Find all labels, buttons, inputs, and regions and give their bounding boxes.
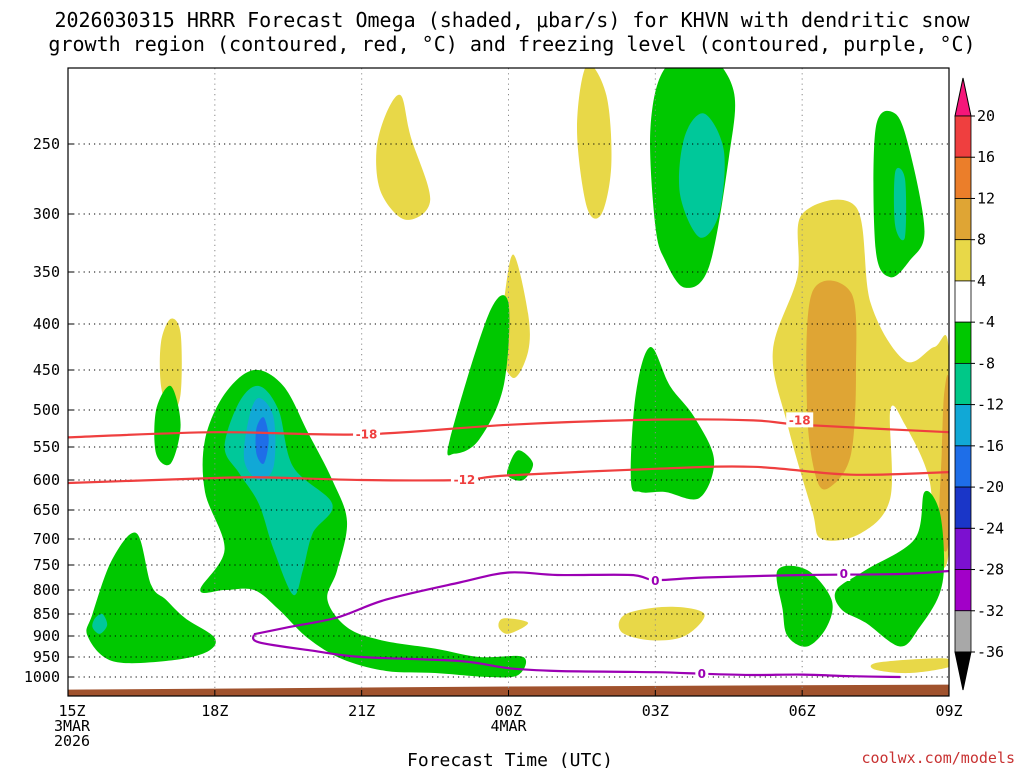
omega-region-very-strong-rising xyxy=(255,417,269,464)
x-tick-label: 18Z xyxy=(201,702,228,720)
y-tick-label: 450 xyxy=(33,361,60,379)
contour-label: -18 xyxy=(789,413,811,427)
colorbar-box xyxy=(954,321,972,364)
colorbar-label: -36 xyxy=(977,643,1004,661)
colorbar-box xyxy=(954,527,972,570)
contour-label: 0 xyxy=(698,667,706,681)
y-tick-label: 550 xyxy=(33,438,60,456)
chart-title: 2026030315 HRRR Forecast Omega (shaded, … xyxy=(0,8,1024,56)
title-line-2: growth region (contoured, red, °C) and f… xyxy=(48,32,976,56)
contour-line xyxy=(68,465,949,485)
omega-region-weak-rising xyxy=(86,532,216,664)
omega-region-weak-rising xyxy=(776,565,833,647)
colorbar: 20 16 12 8 4 -4 -8 -12 -16 -20 -24 -28 -32 -36 xyxy=(954,77,1004,691)
contour-label-bg xyxy=(786,412,814,428)
colorbar-label: -24 xyxy=(977,519,1004,537)
colorbar-box xyxy=(954,156,972,199)
omega-region-weak-rising xyxy=(154,385,181,466)
y-tick-label: 950 xyxy=(33,648,60,666)
x-axis-label: Forecast Time (UTC) xyxy=(407,750,613,768)
y-tick-label: 750 xyxy=(33,556,60,574)
colorbar-max-arrow xyxy=(954,77,972,117)
omega-region-weak-rising xyxy=(447,295,510,456)
colorbar-box xyxy=(954,610,972,653)
omega-region-weak-rising xyxy=(834,490,945,647)
colorbar-box xyxy=(954,280,972,323)
colorbar-label: -28 xyxy=(977,561,1004,579)
colorbar-label: -32 xyxy=(977,602,1004,620)
omega-region-moderate-sinking xyxy=(938,374,949,552)
contour-label: -18 xyxy=(356,427,378,441)
contour-label-bg xyxy=(837,566,851,581)
colorbar-label: 8 xyxy=(977,231,986,249)
contour-line xyxy=(253,569,949,636)
y-tick-label: 650 xyxy=(33,501,60,519)
colorbar-label: 12 xyxy=(977,189,995,207)
omega-region-weak-sinking xyxy=(618,606,705,641)
colorbar-box xyxy=(954,239,972,282)
contour-label: 0 xyxy=(651,574,659,588)
y-tick-label: 300 xyxy=(33,205,60,223)
contour-label-bg xyxy=(353,426,381,442)
colorbar-label: -8 xyxy=(977,354,995,372)
omega-region-weak-rising xyxy=(506,450,534,481)
y-tick-label: 350 xyxy=(33,263,60,281)
x-tick-label: 09Z xyxy=(935,702,962,720)
colorbar-label: -12 xyxy=(977,396,1004,414)
y-tick-label: 900 xyxy=(33,627,60,645)
contour-label-bg xyxy=(648,573,662,588)
contour-label-bg xyxy=(450,472,478,487)
colorbar-box xyxy=(954,404,972,447)
omega-region-moderate-sinking xyxy=(806,280,857,490)
colorbar-box xyxy=(954,115,972,158)
colorbar-box xyxy=(954,445,972,488)
y-tick-label: 1000 xyxy=(24,668,60,686)
omega-field xyxy=(68,68,949,696)
colorbar-box xyxy=(954,486,972,529)
colorbar-box xyxy=(954,569,972,612)
colorbar-box xyxy=(954,198,972,241)
colorbar-label: -20 xyxy=(977,478,1004,496)
contour-label: 0 xyxy=(840,567,848,581)
omega-region-weak-sinking xyxy=(376,94,431,220)
omega-region-moderate-rising xyxy=(92,613,108,634)
y-tick-label: 850 xyxy=(33,605,60,623)
colorbar-label: 4 xyxy=(977,272,986,290)
y-tick-label: 500 xyxy=(33,401,60,419)
y-axis: 250 300 350 400 450 500 550 600 650 700 750 800 850 9… xyxy=(24,135,74,686)
omega-region-weak-sinking xyxy=(577,68,612,219)
omega-region-weak-sinking xyxy=(498,618,529,634)
x-tick-label: 2026 xyxy=(54,732,90,750)
contour-label: -12 xyxy=(454,473,476,487)
y-tick-label: 800 xyxy=(33,581,60,599)
omega-region-weak-sinking xyxy=(870,658,949,674)
x-tick-label: 00Z xyxy=(495,702,522,720)
y-tick-label: 600 xyxy=(33,471,60,489)
y-tick-label: 250 xyxy=(33,135,60,153)
x-tick-label: 15Z xyxy=(58,702,85,720)
contour-line xyxy=(251,633,901,679)
colorbar-label: 16 xyxy=(977,148,995,166)
omega-region-weak-rising xyxy=(630,346,715,500)
credit-text: coolwx.com/models xyxy=(861,749,1015,767)
colorbar-label: -4 xyxy=(977,313,995,331)
contour-labels: -18 -18 -12 0 0 0 xyxy=(353,412,851,682)
omega-region-moderate-rising xyxy=(893,167,907,241)
x-tick-label: 21Z xyxy=(348,702,375,720)
colorbar-label: 20 xyxy=(977,107,995,125)
grid-lines xyxy=(68,68,949,696)
x-tick-label: 06Z xyxy=(789,702,816,720)
colorbar-box xyxy=(954,362,972,406)
colorbar-min-arrow xyxy=(954,651,972,691)
x-tick-label: 3MAR xyxy=(54,717,91,735)
x-tick-label: 03Z xyxy=(642,702,669,720)
y-tick-label: 400 xyxy=(33,315,60,333)
y-tick-label: 700 xyxy=(33,530,60,548)
x-tick-label: 4MAR xyxy=(490,717,527,735)
title-line-1: 2026030315 HRRR Forecast Omega (shaded, … xyxy=(54,8,970,32)
colorbar-label: -16 xyxy=(977,437,1004,455)
contour-label-bg xyxy=(695,666,709,682)
